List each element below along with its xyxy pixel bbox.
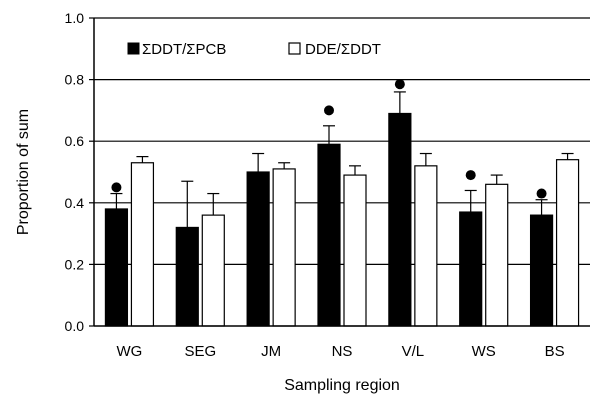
axes (93, 18, 590, 327)
y-tick-label: 0.6 (65, 133, 85, 149)
bar (555, 159, 580, 327)
x-tick-label: WS (472, 343, 496, 360)
significance-dot (465, 170, 476, 181)
legend: ΣDDT/ΣPCB DDE/ΣDDT (127, 41, 381, 58)
significance-dot (324, 105, 334, 116)
x-tick-labels: WG SEG JM NS V/L WS BS (117, 343, 565, 360)
significance-dot (111, 182, 122, 193)
bar (388, 112, 412, 327)
significance-markers (111, 79, 547, 199)
bar (246, 171, 270, 327)
bar (459, 211, 483, 327)
y-tick-label: 0.0 (65, 318, 85, 334)
y-tick-label: 0.2 (65, 256, 85, 272)
bar (130, 162, 155, 327)
bar (529, 214, 554, 327)
x-tick-label: SEG (184, 343, 216, 360)
bar (317, 143, 341, 327)
bar (414, 165, 438, 327)
y-tick-label: 1.0 (65, 10, 85, 26)
legend-label-ddt-pcb: ΣDDT/ΣPCB (142, 41, 226, 58)
significance-dot (394, 79, 405, 90)
bars-group (104, 91, 580, 327)
bar (343, 174, 367, 327)
bar (175, 226, 199, 327)
y-tick-label: 0.4 (65, 195, 85, 211)
x-tick-label: BS (545, 343, 565, 360)
significance-dot (536, 188, 547, 199)
y-tick-labels: 0.0 0.2 0.4 0.6 0.8 1.0 (65, 10, 94, 334)
legend-label-dde-ddt: DDE/ΣDDT (305, 41, 381, 58)
x-tick-label: WG (117, 343, 143, 360)
legend-swatch-dde-ddt (288, 42, 301, 55)
bar (485, 183, 509, 327)
bar (272, 168, 296, 327)
bar (201, 214, 225, 327)
x-tick-label: V/L (402, 343, 425, 360)
x-tick-label: NS (332, 343, 353, 360)
x-axis-title: Sampling region (284, 377, 400, 394)
bar (104, 208, 129, 327)
y-tick-label: 0.8 (65, 72, 85, 88)
x-tick-label: JM (261, 343, 281, 360)
legend-swatch-ddt-pcb (127, 42, 140, 55)
y-axis-title: Proportion of sum (15, 109, 32, 235)
